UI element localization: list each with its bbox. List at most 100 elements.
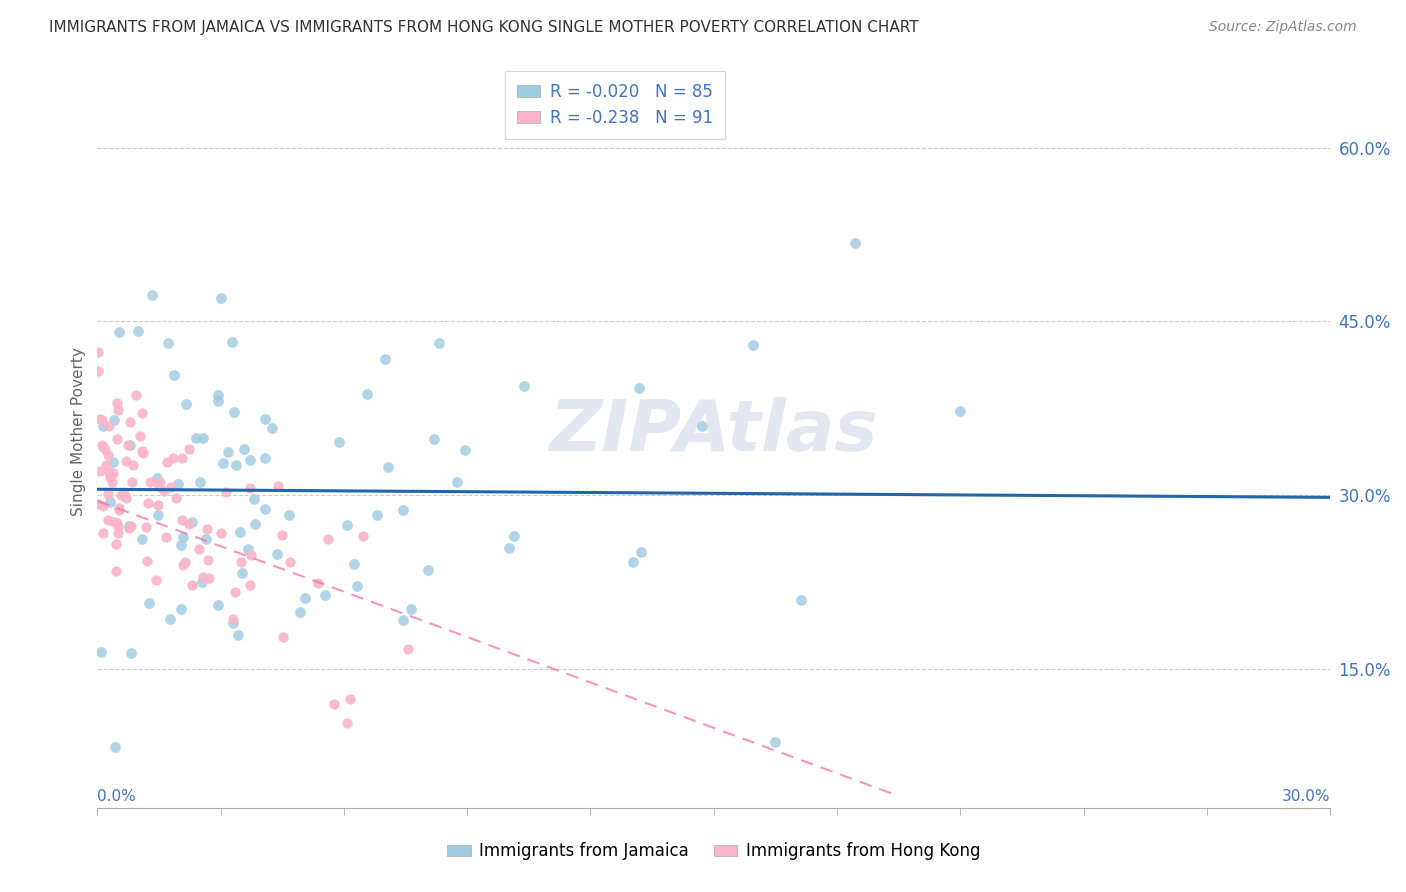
Point xyxy=(339,692,361,706)
Point xyxy=(271,528,294,542)
Point xyxy=(97,465,120,479)
Point xyxy=(392,613,415,627)
Legend: R = -0.020   N = 85, R = -0.238   N = 91: R = -0.020 N = 85, R = -0.238 N = 91 xyxy=(505,71,725,138)
Point xyxy=(101,455,124,469)
Point xyxy=(103,516,125,530)
Point xyxy=(146,498,169,512)
Point xyxy=(630,544,652,558)
Point xyxy=(429,336,451,351)
Point xyxy=(399,602,422,616)
Point xyxy=(396,641,419,656)
Point xyxy=(197,553,219,567)
Point xyxy=(222,405,245,419)
Point xyxy=(91,526,114,541)
Point xyxy=(135,519,157,533)
Point xyxy=(221,334,243,349)
Point xyxy=(120,415,142,429)
Point xyxy=(267,479,290,493)
Point xyxy=(225,458,247,472)
Point xyxy=(127,324,149,338)
Point xyxy=(121,458,143,472)
Point xyxy=(187,542,209,557)
Point xyxy=(181,578,204,592)
Point xyxy=(136,554,159,568)
Point xyxy=(101,466,124,480)
Point xyxy=(120,519,142,533)
Point xyxy=(87,497,110,511)
Text: Source: ZipAtlas.com: Source: ZipAtlas.com xyxy=(1209,20,1357,34)
Point xyxy=(160,480,183,494)
Point xyxy=(692,418,714,433)
Point xyxy=(120,646,142,660)
Point xyxy=(139,475,162,489)
Point xyxy=(162,451,184,466)
Point xyxy=(328,435,350,450)
Point xyxy=(224,585,246,599)
Point xyxy=(222,612,245,626)
Point xyxy=(628,381,651,395)
Point xyxy=(188,475,211,489)
Point xyxy=(131,406,153,420)
Text: IMMIGRANTS FROM JAMAICA VS IMMIGRANTS FROM HONG KONG SINGLE MOTHER POVERTY CORRE: IMMIGRANTS FROM JAMAICA VS IMMIGRANTS FR… xyxy=(49,20,920,35)
Text: 30.0%: 30.0% xyxy=(1282,789,1330,804)
Point xyxy=(239,578,262,592)
Point xyxy=(423,432,446,446)
Point xyxy=(172,530,194,544)
Point xyxy=(165,491,187,505)
Point xyxy=(163,368,186,382)
Point xyxy=(377,460,399,475)
Point xyxy=(112,487,135,501)
Point xyxy=(98,494,121,508)
Point xyxy=(243,491,266,506)
Point xyxy=(118,518,141,533)
Point xyxy=(91,413,114,427)
Point xyxy=(148,479,170,493)
Point xyxy=(91,499,114,513)
Point xyxy=(170,513,193,527)
Point xyxy=(107,518,129,533)
Point xyxy=(89,412,111,426)
Point xyxy=(108,503,131,517)
Point xyxy=(226,628,249,642)
Point xyxy=(172,558,194,572)
Point xyxy=(949,404,972,418)
Point xyxy=(229,525,252,540)
Point xyxy=(742,338,765,352)
Point xyxy=(262,421,284,435)
Point xyxy=(167,477,190,491)
Point xyxy=(212,456,235,470)
Point xyxy=(155,530,177,544)
Point xyxy=(149,475,172,489)
Point xyxy=(278,508,301,522)
Point xyxy=(314,588,336,602)
Point xyxy=(107,526,129,541)
Point xyxy=(89,464,111,478)
Point xyxy=(502,529,524,543)
Point xyxy=(278,555,301,569)
Point xyxy=(105,516,128,530)
Point xyxy=(844,235,866,250)
Point xyxy=(146,508,169,523)
Point xyxy=(103,413,125,427)
Point xyxy=(239,453,262,467)
Point xyxy=(217,444,239,458)
Text: 0.0%: 0.0% xyxy=(97,789,136,804)
Point xyxy=(236,542,259,557)
Point xyxy=(763,735,786,749)
Point xyxy=(373,351,395,366)
Point xyxy=(197,572,219,586)
Point xyxy=(121,475,143,490)
Point xyxy=(117,438,139,452)
Point xyxy=(170,602,193,616)
Point xyxy=(87,364,110,378)
Point xyxy=(131,444,153,458)
Point xyxy=(418,563,440,577)
Point xyxy=(294,591,316,605)
Point xyxy=(156,454,179,468)
Point xyxy=(181,515,204,529)
Point xyxy=(352,529,374,543)
Point xyxy=(621,555,644,569)
Point xyxy=(138,496,160,510)
Point xyxy=(107,396,129,410)
Point xyxy=(131,446,153,460)
